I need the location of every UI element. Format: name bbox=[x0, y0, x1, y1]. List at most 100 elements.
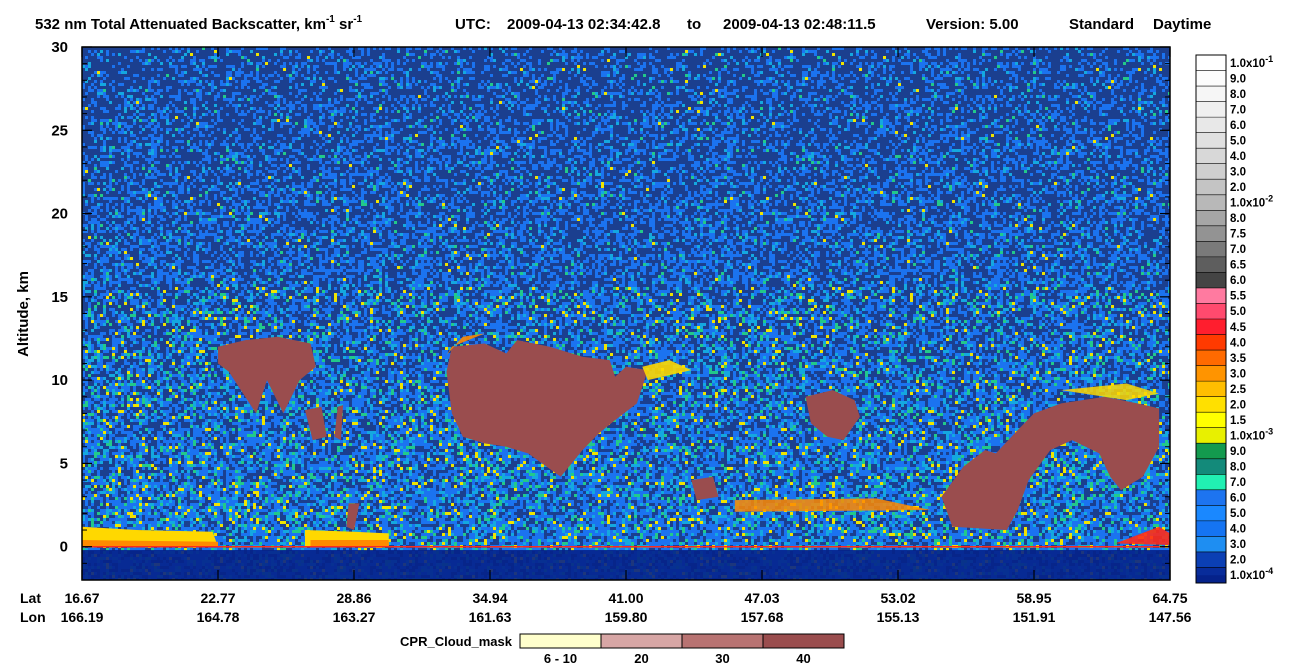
colorbar-label: 7.0 bbox=[1230, 477, 1246, 489]
y-axis: 0 5 10 15 20 25 30 bbox=[51, 39, 1170, 581]
lon-tick-label: 151.91 bbox=[1013, 609, 1056, 625]
x-row-label: Lon bbox=[20, 609, 46, 625]
x-row-label: Lat bbox=[20, 590, 41, 606]
cloud-3 bbox=[334, 405, 344, 441]
colorbar-swatch bbox=[1196, 412, 1226, 429]
colorbar-swatch bbox=[1196, 427, 1226, 444]
colorbar-label: 2.5 bbox=[1230, 384, 1247, 396]
colorbar-swatch bbox=[1196, 520, 1226, 537]
colorbar-swatch bbox=[1196, 86, 1226, 103]
colorbar-label: 1.0x10-4 bbox=[1230, 566, 1273, 582]
colorbar-label: 9.0 bbox=[1230, 73, 1246, 85]
colorbar-label: 7.0 bbox=[1230, 244, 1246, 256]
lat-tick-label: 58.95 bbox=[1016, 590, 1051, 606]
y-tick-label: 15 bbox=[51, 289, 68, 306]
title-product: 532 nm Total Attenuated Backscatter, km bbox=[35, 16, 326, 33]
aerosol-rim-1 bbox=[446, 333, 485, 356]
colorbar-swatch bbox=[1196, 350, 1226, 367]
y-axis-label: Altitude, km bbox=[15, 271, 32, 357]
colorbar-swatch bbox=[1196, 256, 1226, 273]
lon-tick-label: 155.13 bbox=[877, 609, 920, 625]
colorbar-label: 4.0 bbox=[1230, 151, 1246, 163]
chart-title: 532 nm Total Attenuated Backscatter, km-… bbox=[35, 14, 363, 33]
colorbar-label: 8.0 bbox=[1230, 213, 1246, 225]
colorbar-swatch bbox=[1196, 551, 1226, 568]
lat-tick-label: 34.94 bbox=[472, 590, 507, 606]
cloud-mask-label: 40 bbox=[796, 651, 810, 666]
colorbar-swatch bbox=[1196, 458, 1226, 475]
cloud-7 bbox=[346, 503, 360, 530]
y-tick-label: 20 bbox=[51, 206, 68, 223]
colorbar-swatch bbox=[1196, 55, 1226, 72]
colorbar-swatch bbox=[1196, 536, 1226, 553]
colorbar-bottom bbox=[1196, 575, 1226, 583]
colorbar-swatch bbox=[1196, 210, 1226, 227]
colorbar-label: 8.0 bbox=[1230, 89, 1246, 101]
lon-tick-label: 157.68 bbox=[741, 609, 784, 625]
colorbar-label: 4.0 bbox=[1230, 524, 1246, 536]
cloud-6 bbox=[941, 396, 1160, 530]
aerosol-rim-5 bbox=[1115, 526, 1170, 545]
cloud-8 bbox=[691, 476, 719, 501]
colorbar-swatch bbox=[1196, 272, 1226, 289]
version-label: Version: 5.00 bbox=[926, 16, 1019, 33]
colorbar: 1.0x10-1 9.0 8.0 7.0 6.0 5.0 4.0 3.0 2.0 1.0x10-2… bbox=[1195, 54, 1273, 584]
colorbar-label: 6.0 bbox=[1230, 120, 1246, 132]
cloud-mask-label: 20 bbox=[634, 651, 648, 666]
backscatter-noise-layer bbox=[82, 47, 1170, 580]
lat-tick-label: 41.00 bbox=[608, 590, 643, 606]
colorbar-label: 1.5 bbox=[1230, 415, 1247, 427]
plot-area bbox=[82, 47, 1170, 580]
lon-tick-label: 164.78 bbox=[197, 609, 240, 625]
lat-tick-label: 47.03 bbox=[744, 590, 779, 606]
standard-label: Standard bbox=[1069, 16, 1134, 33]
colorbar-swatch bbox=[1196, 132, 1226, 149]
cloud-mask-label: 6 - 10 bbox=[544, 651, 577, 666]
colorbar-label: 1.0x10-3 bbox=[1230, 426, 1273, 442]
colorbar-swatch bbox=[1196, 303, 1226, 320]
colorbar-label: 5.5 bbox=[1230, 291, 1247, 303]
colorbar-swatch bbox=[1196, 381, 1226, 398]
colorbar-swatch bbox=[1196, 241, 1226, 258]
cloud-4 bbox=[446, 340, 648, 477]
feature-layer bbox=[82, 333, 1170, 580]
lon-tick-label: 147.56 bbox=[1149, 609, 1192, 625]
colorbar-label: 3.5 bbox=[1230, 353, 1247, 365]
y-tick-label: 0 bbox=[60, 539, 68, 556]
lat-tick-label: 64.75 bbox=[1152, 590, 1187, 606]
colorbar-label: 4.0 bbox=[1230, 337, 1246, 349]
colorbar-label: 1.0x10-2 bbox=[1230, 194, 1273, 210]
cloud-5 bbox=[805, 390, 860, 441]
cloud-2 bbox=[305, 406, 327, 441]
colorbar-label: 6.0 bbox=[1230, 275, 1246, 287]
colorbar-label: 3.0 bbox=[1230, 368, 1246, 380]
colorbar-swatch bbox=[1196, 396, 1226, 413]
colorbar-label: 2.0 bbox=[1230, 555, 1246, 567]
colorbar-label: 5.0 bbox=[1230, 306, 1246, 318]
colorbar-swatch bbox=[1196, 334, 1226, 351]
colorbar-label: 6.0 bbox=[1230, 493, 1246, 505]
surface-aerosol-left-core bbox=[82, 540, 218, 547]
utc-label: UTC: bbox=[455, 16, 491, 33]
colorbar-label: 9.0 bbox=[1230, 446, 1246, 458]
aerosol-rim-4 bbox=[1061, 383, 1160, 401]
utc-start: 2009-04-13 02:34:42.8 bbox=[507, 16, 660, 33]
title-unit-sr: sr bbox=[335, 16, 354, 33]
y-tick-label: 25 bbox=[51, 122, 68, 139]
colorbar-swatch bbox=[1196, 179, 1226, 196]
colorbar-swatch bbox=[1196, 287, 1226, 304]
colorbar-swatch bbox=[1196, 70, 1226, 87]
lat-tick-label: 16.67 bbox=[64, 590, 99, 606]
title-unit-exp-1: -1 bbox=[326, 14, 335, 25]
colorbar-swatch bbox=[1196, 505, 1226, 522]
utc-to: to bbox=[687, 16, 701, 33]
colorbar-label: 7.5 bbox=[1230, 229, 1247, 241]
noise-cyan-pixels bbox=[82, 47, 1170, 580]
lat-tick-label: 53.02 bbox=[880, 590, 915, 606]
colorbar-label: 1.0x10-1 bbox=[1230, 54, 1273, 70]
cloud-1 bbox=[218, 336, 316, 414]
y-tick-label: 30 bbox=[51, 39, 68, 56]
cloud-mask-label: 30 bbox=[715, 651, 729, 666]
colorbar-swatch bbox=[1196, 443, 1226, 460]
